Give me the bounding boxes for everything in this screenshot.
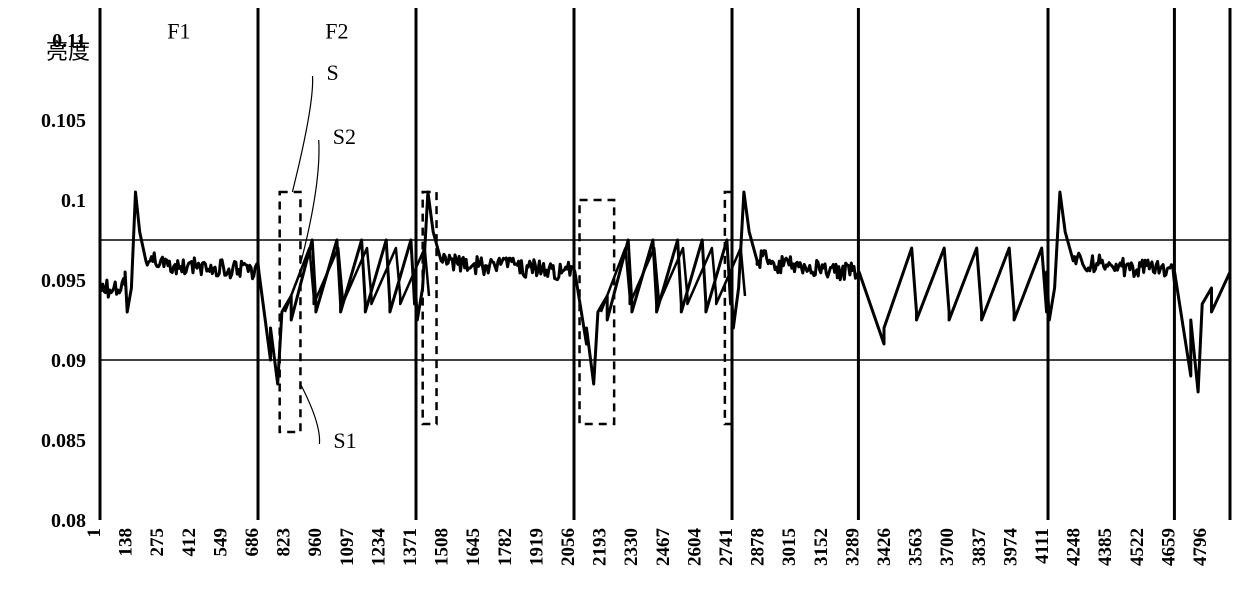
x-tick-label: 2330 bbox=[621, 528, 642, 566]
x-tick-label: 2878 bbox=[748, 528, 769, 566]
x-tick-label: 2741 bbox=[716, 528, 737, 566]
x-tick-label: 3289 bbox=[842, 528, 863, 566]
x-tick-label: 3152 bbox=[811, 528, 832, 566]
x-tick-label: 1645 bbox=[463, 528, 484, 566]
x-tick-label: 686 bbox=[242, 528, 263, 557]
x-tick-label: 412 bbox=[179, 528, 200, 557]
x-tick-label: 2193 bbox=[590, 528, 611, 566]
y-tick-label: 0.11 bbox=[52, 30, 86, 52]
x-tick-label: 549 bbox=[210, 528, 231, 557]
x-tick-label: 4796 bbox=[1190, 528, 1211, 566]
x-tick-label: 2604 bbox=[684, 528, 705, 567]
y-tick-label: 0.08 bbox=[51, 510, 86, 532]
x-tick-label: 275 bbox=[147, 528, 168, 557]
x-tick-label: 3974 bbox=[1000, 528, 1021, 567]
y-tick-label: 0.095 bbox=[41, 270, 86, 292]
x-tick-label: 1234 bbox=[368, 528, 389, 567]
region-label: F1 bbox=[167, 19, 190, 44]
x-tick-label: 1371 bbox=[400, 528, 421, 566]
x-tick-label: 3837 bbox=[969, 528, 990, 567]
x-tick-label: 2056 bbox=[558, 528, 579, 566]
x-tick-label: 1097 bbox=[337, 528, 358, 567]
x-tick-label: 3426 bbox=[874, 528, 895, 566]
callout-label: S bbox=[327, 60, 339, 85]
x-tick-label: 4522 bbox=[1127, 528, 1148, 566]
x-tick-label: 3700 bbox=[937, 528, 958, 566]
x-tick-label: 3015 bbox=[779, 528, 800, 566]
x-tick-label: 2467 bbox=[653, 528, 674, 567]
x-tick-label: 3563 bbox=[906, 528, 927, 566]
y-tick-label: 0.105 bbox=[41, 110, 86, 132]
x-tick-label: 1782 bbox=[495, 528, 516, 566]
x-tick-label: 4111 bbox=[1032, 528, 1053, 564]
x-tick-label: 138 bbox=[116, 528, 137, 557]
y-tick-label: 0.085 bbox=[41, 430, 86, 452]
callout-label: S1 bbox=[333, 428, 356, 453]
x-tick-label: 4659 bbox=[1158, 528, 1179, 566]
region-label: F2 bbox=[325, 19, 348, 44]
callout-line bbox=[292, 76, 312, 192]
x-tick-label: 823 bbox=[274, 528, 295, 557]
callout-line bbox=[300, 384, 319, 444]
brightness-chart: 亮度0.080.0850.090.0950.10.1050.1111382754… bbox=[0, 0, 1240, 589]
x-tick-label: 1 bbox=[84, 528, 105, 538]
x-tick-label: 1919 bbox=[526, 528, 547, 566]
y-tick-label: 0.1 bbox=[61, 190, 86, 212]
x-tick-label: 960 bbox=[305, 528, 326, 557]
x-tick-label: 4385 bbox=[1095, 528, 1116, 566]
callout-label: S2 bbox=[333, 124, 356, 149]
x-tick-label: 4248 bbox=[1064, 528, 1085, 566]
y-tick-label: 0.09 bbox=[51, 350, 86, 372]
x-tick-label: 1508 bbox=[432, 528, 453, 566]
